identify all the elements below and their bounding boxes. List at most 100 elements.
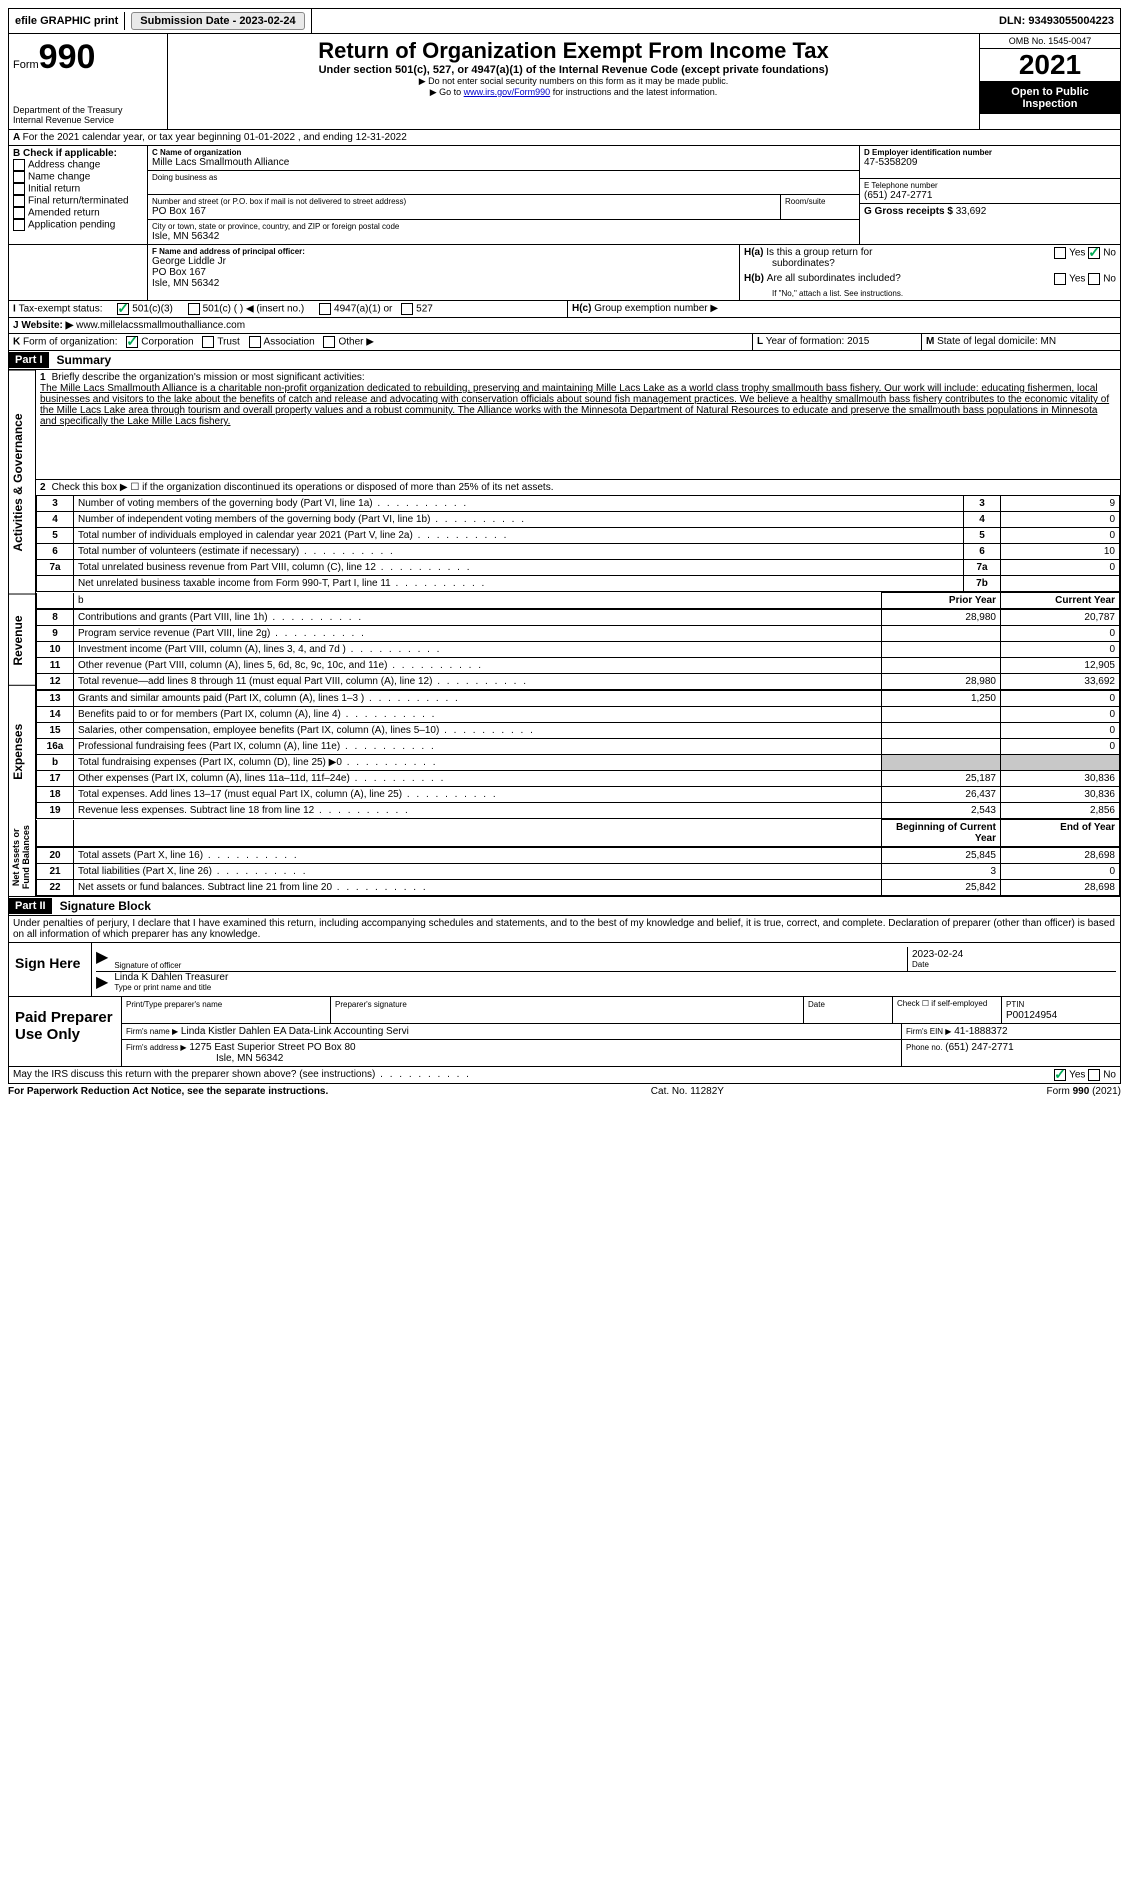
dba-label: Doing business as bbox=[152, 173, 855, 182]
arrow-icon: ▶ bbox=[96, 947, 108, 971]
yes-label: Yes bbox=[1069, 248, 1085, 259]
firm-addr2: Isle, MN 56342 bbox=[126, 1053, 283, 1064]
arrow-icon-2: ▶ bbox=[96, 972, 108, 992]
table-row: 10Investment income (Part VIII, column (… bbox=[37, 642, 1120, 658]
opt-initial-return-label: Initial return bbox=[28, 184, 80, 195]
assoc-checkbox[interactable] bbox=[249, 336, 261, 348]
paid-preparer-label: Paid Preparer Use Only bbox=[9, 997, 122, 1066]
firm-phone: (651) 247-2771 bbox=[945, 1042, 1013, 1053]
phone-value: (651) 247-2771 bbox=[864, 190, 1116, 201]
table-row: 19Revenue less expenses. Subtract line 1… bbox=[37, 803, 1120, 819]
501c3-checkbox[interactable] bbox=[117, 303, 129, 315]
end-year-header: End of Year bbox=[1001, 820, 1120, 847]
sig-date: 2023-02-24 bbox=[912, 949, 1112, 960]
firm-name: Linda Kistler Dahlen EA Data-Link Accoun… bbox=[181, 1026, 409, 1037]
table-row: 4Number of independent voting members of… bbox=[37, 512, 1120, 528]
discuss-row: May the IRS discuss this return with the… bbox=[8, 1067, 1121, 1084]
goto-post: for instructions and the latest informat… bbox=[550, 87, 717, 97]
gov-table: 3Number of voting members of the governi… bbox=[36, 495, 1120, 592]
form-subtitle-1: Under section 501(c), 527, or 4947(a)(1)… bbox=[172, 64, 975, 76]
d-ein-label: D Employer identification number bbox=[864, 148, 1116, 157]
current-year-header: Current Year bbox=[1001, 593, 1120, 609]
501c-checkbox[interactable] bbox=[188, 303, 200, 315]
trust-checkbox[interactable] bbox=[202, 336, 214, 348]
prep-date-label: Date bbox=[808, 1000, 825, 1009]
ptin-value: P00124954 bbox=[1006, 1010, 1057, 1021]
website-row: J Website: ▶ www.millelacssmallmouthalli… bbox=[8, 318, 1121, 334]
part-2-label: Part II bbox=[9, 898, 52, 914]
paid-preparer-block: Paid Preparer Use Only Print/Type prepar… bbox=[8, 997, 1121, 1067]
org-name: Mille Lacs Smallmouth Alliance bbox=[152, 157, 855, 168]
opt-initial-return[interactable]: Initial return bbox=[13, 183, 143, 195]
ha-no-checkbox[interactable] bbox=[1088, 247, 1100, 259]
527-checkbox[interactable] bbox=[401, 303, 413, 315]
org-address: PO Box 167 bbox=[152, 206, 776, 217]
corp-checkbox[interactable] bbox=[126, 336, 138, 348]
type-print-label: Type or print name and title bbox=[114, 983, 1116, 992]
table-row: 21Total liabilities (Part X, line 26)30 bbox=[37, 864, 1120, 880]
submission-date-button[interactable]: Submission Date - 2023-02-24 bbox=[131, 12, 304, 30]
yes-label2: Yes bbox=[1069, 274, 1085, 285]
hb-label: Are all subordinates included? bbox=[767, 273, 901, 284]
prior-current-header: bPrior YearCurrent Year bbox=[36, 592, 1120, 609]
trust-label: Trust bbox=[217, 337, 239, 348]
ha-label: Is this a group return for bbox=[766, 247, 872, 258]
opt-final-return[interactable]: Final return/terminated bbox=[13, 195, 143, 207]
dept-treasury: Department of the Treasury bbox=[13, 105, 163, 115]
self-employed-check[interactable]: Check ☐ if self-employed bbox=[893, 997, 1002, 1023]
irs-link[interactable]: www.irs.gov/Form990 bbox=[464, 87, 551, 97]
part-1-header: Part I Summary bbox=[8, 351, 1121, 370]
discuss-no-checkbox[interactable] bbox=[1088, 1069, 1100, 1081]
line-a: A For the 2021 calendar year, or tax yea… bbox=[8, 130, 1121, 146]
preparer-sig-label: Preparer's signature bbox=[335, 1000, 407, 1009]
vlabel-revenue: Revenue bbox=[9, 594, 35, 686]
discuss-text: May the IRS discuss this return with the… bbox=[13, 1069, 375, 1080]
discuss-yes-checkbox[interactable] bbox=[1054, 1069, 1066, 1081]
table-row: bTotal fundraising expenses (Part IX, co… bbox=[37, 755, 1120, 771]
527-label: 527 bbox=[416, 304, 433, 315]
i-label: Tax-exempt status: bbox=[19, 304, 103, 315]
j-label: Website: ▶ bbox=[21, 320, 73, 331]
4947-checkbox[interactable] bbox=[319, 303, 331, 315]
revenue-table: 8Contributions and grants (Part VIII, li… bbox=[36, 609, 1120, 690]
table-row: 18Total expenses. Add lines 13–17 (must … bbox=[37, 787, 1120, 803]
netassets-table: 20Total assets (Part X, line 16)25,84528… bbox=[36, 847, 1120, 896]
table-row: 16aProfessional fundraising fees (Part I… bbox=[37, 739, 1120, 755]
tax-exempt-row: I Tax-exempt status: 501(c)(3) 501(c) ( … bbox=[8, 301, 1121, 318]
year-formation: 2015 bbox=[847, 336, 869, 347]
sign-here-block: Sign Here ▶ Signature of officer 2023-02… bbox=[8, 943, 1121, 997]
form-header: Form990 Department of the Treasury Inter… bbox=[8, 34, 1121, 130]
m-label: State of legal domicile: bbox=[937, 336, 1038, 347]
opt-address-change[interactable]: Address change bbox=[13, 159, 143, 171]
penalty-text: Under penalties of perjury, I declare th… bbox=[8, 916, 1121, 943]
opt-application-pending[interactable]: Application pending bbox=[13, 219, 143, 231]
f-label: F Name and address of principal officer: bbox=[152, 247, 735, 256]
opt-name-change-label: Name change bbox=[28, 172, 90, 183]
opt-name-change[interactable]: Name change bbox=[13, 171, 143, 183]
hb-no-checkbox[interactable] bbox=[1088, 273, 1100, 285]
discuss-yes-label: Yes bbox=[1069, 1070, 1085, 1081]
footer-left: For Paperwork Reduction Act Notice, see … bbox=[8, 1086, 328, 1097]
vlabel-activities: Activities & Governance bbox=[9, 370, 35, 594]
goto-pre: ▶ Go to bbox=[430, 87, 464, 97]
line1-label: Briefly describe the organization's miss… bbox=[52, 372, 365, 383]
e-phone-label: E Telephone number bbox=[864, 181, 1116, 190]
opt-application-pending-label: Application pending bbox=[28, 220, 115, 231]
firm-ein-label: Firm's EIN ▶ bbox=[906, 1027, 951, 1036]
table-row: 9Program service revenue (Part VIII, lin… bbox=[37, 626, 1120, 642]
501c-label: 501(c) ( ) ◀ (insert no.) bbox=[203, 304, 305, 315]
hb-yes-checkbox[interactable] bbox=[1054, 273, 1066, 285]
website-value: www.millelacssmallmouthalliance.com bbox=[76, 320, 245, 331]
table-row: 5Total number of individuals employed in… bbox=[37, 528, 1120, 544]
table-row: 6Total number of volunteers (estimate if… bbox=[37, 544, 1120, 560]
form-word: Form bbox=[13, 59, 39, 71]
hb-note: If "No," attach a list. See instructions… bbox=[740, 287, 1120, 300]
vlabel-expenses: Expenses bbox=[9, 685, 35, 818]
addr-label: Number and street (or P.O. box if mail i… bbox=[152, 197, 776, 206]
tax-year: 2021 bbox=[980, 49, 1120, 82]
ha-yes-checkbox[interactable] bbox=[1054, 247, 1066, 259]
other-checkbox[interactable] bbox=[323, 336, 335, 348]
preparer-name-label: Print/Type preparer's name bbox=[126, 1000, 222, 1009]
opt-amended-return[interactable]: Amended return bbox=[13, 207, 143, 219]
opt-address-change-label: Address change bbox=[28, 160, 100, 171]
